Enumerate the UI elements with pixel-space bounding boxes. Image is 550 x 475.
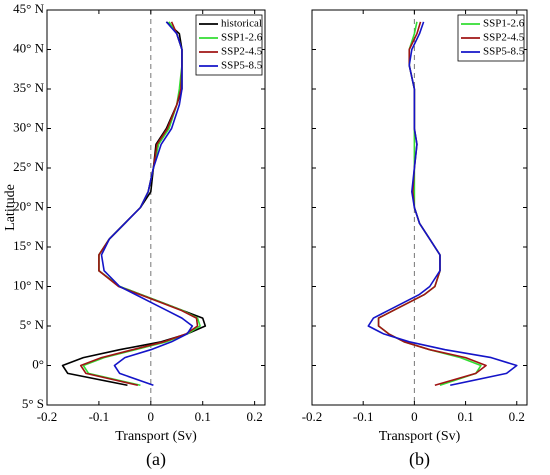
plot-area [47,10,265,405]
y-tick-label: 20° N [13,198,44,213]
y-tick-label: 0° [32,356,44,371]
y-tick-label: 5° S [22,396,44,411]
x-tick-label: -0.2 [37,409,58,424]
y-tick-label: 10° N [13,277,44,292]
series-line [367,21,518,387]
panel-label: (a) [146,449,166,470]
legend: SSP1-2.6 SSP2-4.5 SSP5-8.5 [457,14,525,62]
legend-label: SSP2-4.5 [483,32,525,44]
x-tick-label: 0.2 [246,409,262,424]
legend-label: SSP1-2.6 [483,18,525,30]
plot-area [312,10,527,405]
y-tick-label: 40° N [13,40,44,55]
plot-frame [311,9,528,406]
panel: -0.2 -0.1 0 0.1 0.2 5° S 0° 5° N 10° N 15° N 20° N… [3,1,266,470]
y-tick-label: 35° N [13,80,44,95]
legend-label: SSP5-8.5 [221,60,263,72]
y-tick-label: 15° N [13,238,44,253]
x-tick-label: -0.1 [353,409,374,424]
y-tick-label: 25° N [13,159,44,174]
x-tick-label: 0.1 [457,409,473,424]
series-line [79,21,199,387]
x-axis-label: Transport (Sv) [115,429,197,444]
x-tick-label: 0 [411,409,418,424]
legend: historical SSP1-2.6 SSP2-4.5 SSP5-8.5 [195,14,263,76]
x-tick-label: -0.1 [89,409,110,424]
plot-frame [46,9,266,406]
x-tick-label: 0.1 [195,409,211,424]
legend-label: SSP1-2.6 [221,32,263,44]
x-tick-label: 0.2 [509,409,525,424]
panel-label: (b) [409,449,430,470]
series-line [100,21,194,387]
y-tick-label: 45° N [13,1,44,16]
legend-label: historical [221,18,262,30]
legend-label: SSP5-8.5 [483,46,525,58]
legend-label: SSP2-4.5 [221,46,263,58]
x-tick-label: 0 [148,409,155,424]
legend-box [195,14,263,76]
y-tick-label: 30° N [13,119,44,134]
x-axis-label: Transport (Sv) [379,429,461,444]
x-tick-label: -0.2 [302,409,323,424]
y-axis-label: Latitude [3,184,18,231]
panel: -0.2 -0.1 0 0.1 0.2 SSP1-2.6 SSP2-4.5 SSP5-8.5 T… [302,9,528,470]
y-tick-label: 5° N [20,317,45,332]
